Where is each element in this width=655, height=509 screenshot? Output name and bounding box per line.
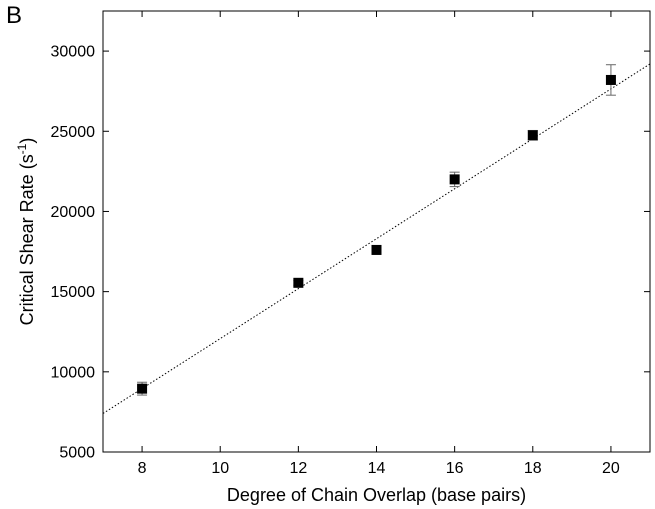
y-tick-label: 10000: [51, 364, 96, 381]
x-tick-label: 20: [602, 460, 620, 477]
y-tick-label: 5000: [59, 445, 95, 462]
y-tick-label: 30000: [51, 44, 96, 61]
data-point: [137, 383, 148, 394]
x-tick-label: 18: [524, 460, 542, 477]
x-tick-label: 16: [446, 460, 464, 477]
x-tick-label: 10: [211, 460, 229, 477]
data-point: [371, 244, 382, 255]
y-tick-label: 20000: [51, 204, 96, 221]
data-point: [605, 74, 616, 85]
y-tick-label: 15000: [51, 284, 96, 301]
data-point: [293, 277, 304, 288]
plot-frame: [102, 10, 651, 453]
x-tick-label: 12: [289, 460, 307, 477]
y-tick-label: 25000: [51, 124, 96, 141]
x-tick-label: 8: [138, 460, 147, 477]
y-axis-title: Critical Shear Rate (s-1): [15, 138, 37, 326]
x-tick-label: 14: [368, 460, 386, 477]
panel-label: B: [6, 2, 23, 29]
fit-line: [102, 63, 651, 414]
data-point: [449, 174, 460, 185]
x-axis-title: Degree of Chain Overlap (base pairs): [227, 485, 526, 505]
data-point: [527, 130, 538, 141]
